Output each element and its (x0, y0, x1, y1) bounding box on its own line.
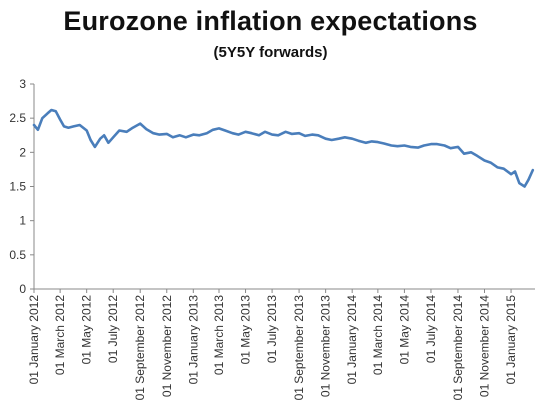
x-axis: 01 January 2012 01 March 2012 01 May 2012 0… (27, 288, 535, 401)
chart-title: Eurozone inflation expectations (63, 6, 478, 36)
y-tick-label: 1.5 (9, 180, 26, 194)
series-line (32, 108, 535, 188)
y-tick-label: 3 (19, 77, 26, 91)
x-tick-label: 01 July 2012 (106, 295, 120, 363)
x-tick-label: 01 March 2013 (212, 295, 226, 375)
x-tick-label: 01 November 2013 (319, 295, 333, 397)
x-tick-label: 01 January 2012 (27, 295, 41, 385)
x-tick-label: 01 July 2013 (265, 295, 279, 363)
x-tick-label: 01 March 2012 (53, 295, 67, 375)
x-tick-label: 01 September 2014 (451, 295, 465, 401)
x-tick-label: 01 May 2012 (80, 295, 94, 365)
y-tick-label: 2 (19, 145, 26, 159)
x-tick-label: 01 March 2014 (371, 295, 385, 375)
x-tick-label: 01 January 2013 (186, 295, 200, 385)
y-tick-label: 2.5 (9, 111, 26, 125)
y-tick-label: 0.5 (9, 248, 26, 262)
x-tick-label: 01 September 2012 (133, 295, 147, 401)
x-tick-label: 01 November 2014 (478, 295, 492, 397)
x-tick-label: 01 January 2015 (504, 295, 518, 385)
y-tick-label: 1 (19, 214, 26, 228)
x-tick-label: 01 May 2014 (397, 295, 411, 365)
x-tick-label: 01 January 2014 (345, 295, 359, 385)
x-tick-label: 01 September 2013 (292, 295, 306, 401)
x-tick-label: 01 July 2014 (424, 295, 438, 363)
y-tick-label: 0 (19, 282, 26, 296)
y-axis: 0 0.5 1 1.5 2 2.5 3 (9, 77, 35, 296)
x-tick-label: 01 May 2013 (239, 295, 253, 365)
x-tick-label: 01 November 2012 (160, 295, 174, 397)
chart-subtitle: (5Y5Y forwards) (213, 44, 328, 61)
series-group (32, 108, 535, 188)
